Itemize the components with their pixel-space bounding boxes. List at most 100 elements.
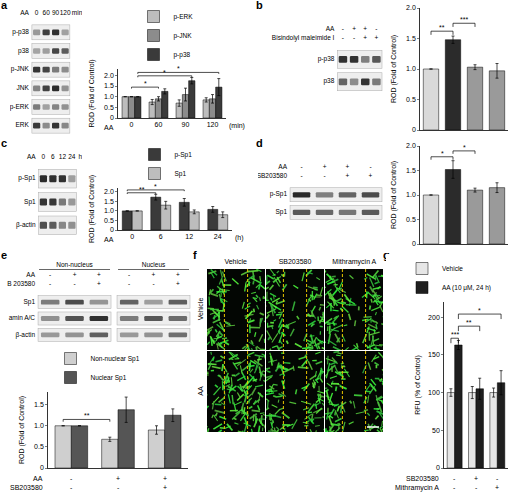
svg-text:0: 0 [130,233,134,240]
svg-text:+: + [163,475,167,482]
svg-text:12: 12 [185,233,193,240]
svg-text:1.0: 1.0 [406,65,416,72]
svg-text:SB203580: SB203580 [10,484,43,491]
svg-text:0.5: 0.5 [406,216,416,223]
svg-text:+: + [116,475,120,482]
svg-text:ROD (Fold of Control): ROD (Fold of Control) [88,59,96,127]
svg-text:Non-nuclear Sp1: Non-nuclear Sp1 [91,355,140,363]
svg-text:p38: p38 [18,47,29,55]
svg-text:*: * [177,65,180,72]
svg-text:1.5: 1.5 [406,35,416,42]
svg-text:0: 0 [110,226,114,233]
svg-text:+: + [176,271,180,278]
svg-text:-: - [152,280,154,287]
svg-text:Sp1: Sp1 [23,298,35,306]
svg-text:-: - [475,484,478,491]
svg-text:*: * [478,307,481,314]
svg-text:-: - [369,163,371,170]
svg-text:p-JNK: p-JNK [174,32,193,40]
svg-text:Nuclear Sp1: Nuclear Sp1 [91,374,127,382]
svg-text:+: + [97,280,101,287]
svg-text:B 203580: B 203580 [7,280,35,287]
svg-text:-: - [300,163,302,170]
svg-text:-: - [453,484,456,491]
svg-text:p-p38: p-p38 [318,55,335,63]
svg-text:-: - [128,271,130,278]
svg-text:***: *** [451,331,459,338]
svg-text:p-Sp1: p-Sp1 [175,151,193,159]
svg-text:JNK: JNK [17,84,30,91]
svg-text:12: 12 [59,153,67,160]
svg-text:0: 0 [412,126,416,133]
svg-text:p-p38: p-p38 [174,51,191,59]
svg-text:ROD (Fold of Control): ROD (Fold of Control) [390,161,398,229]
svg-text:50: 50 [432,427,440,434]
svg-text:ROD (Fold of Control): ROD (Fold of Control) [88,175,96,243]
svg-text:0.5: 0.5 [34,443,44,450]
svg-text:0: 0 [110,114,114,121]
svg-text:-: - [453,475,456,482]
svg-text:+: + [152,271,156,278]
svg-text:Vehicle: Vehicle [442,265,463,272]
svg-text:1.0: 1.0 [104,93,114,100]
svg-text:AA: AA [278,163,287,170]
svg-text:+: + [375,34,379,41]
svg-text:1.5: 1.5 [406,167,416,174]
svg-text:+: + [346,163,350,170]
svg-text:Sp1: Sp1 [24,198,36,206]
svg-text:-: - [323,172,325,179]
svg-text:120: 120 [60,9,71,16]
svg-text:1.5: 1.5 [34,401,44,408]
svg-text:Sp1: Sp1 [175,170,187,178]
svg-text:β-actin: β-actin [16,221,36,229]
svg-text:RFU (% of Control): RFU (% of Control) [414,355,422,415]
svg-text:-: - [117,484,120,491]
svg-text:p38: p38 [324,77,335,85]
svg-text:0: 0 [412,240,416,247]
svg-text:-: - [375,25,377,32]
svg-text:Nucleus: Nucleus [142,261,166,268]
svg-text:p-JNK: p-JNK [11,65,30,73]
svg-text:-: - [353,34,355,41]
svg-text:-: - [73,280,75,287]
svg-text:0.5: 0.5 [406,96,416,103]
svg-text:60: 60 [155,121,163,128]
svg-text:ROD (Fold of Control): ROD (Fold of Control) [18,396,26,464]
svg-text:+: + [176,280,180,287]
svg-text:AA: AA [326,25,335,32]
svg-text:+: + [363,25,367,32]
svg-text:1.0: 1.0 [104,207,114,214]
svg-text:***: *** [460,16,468,23]
svg-text:+: + [363,34,367,41]
svg-text:SB203580: SB203580 [258,172,287,179]
svg-text:2.0: 2.0 [104,188,114,195]
svg-text:0: 0 [130,121,134,128]
svg-text:*: * [441,150,444,157]
svg-text:SB203580: SB203580 [406,475,439,482]
svg-text:**: ** [84,412,90,419]
svg-text:0: 0 [35,9,39,16]
svg-text:+: + [97,271,101,278]
svg-text:-: - [70,475,73,482]
svg-text:+: + [369,172,373,179]
svg-text:*: * [144,80,147,87]
svg-text:+: + [323,163,327,170]
svg-text:1.5: 1.5 [104,198,114,205]
svg-text:24: 24 [214,233,222,240]
svg-text:-: - [496,475,499,482]
svg-text:p-Sp1: p-Sp1 [18,174,36,182]
svg-text:-: - [300,172,302,179]
svg-text:200: 200 [428,314,440,321]
svg-text:Mithramycin A: Mithramycin A [395,484,439,492]
svg-text:1.5: 1.5 [104,82,114,89]
svg-text:*: * [154,183,157,190]
svg-text:0: 0 [42,153,46,160]
svg-text:150: 150 [428,351,440,358]
svg-text:-: - [342,34,344,41]
svg-text:Sp1: Sp1 [275,208,287,216]
svg-text:AA: AA [104,124,114,131]
svg-text:ROD (Fold of Control): ROD (Fold of Control) [390,35,398,103]
svg-text:Non-nucleus: Non-nucleus [56,261,93,268]
svg-text:AA: AA [33,475,43,482]
svg-text:**: ** [466,319,472,326]
